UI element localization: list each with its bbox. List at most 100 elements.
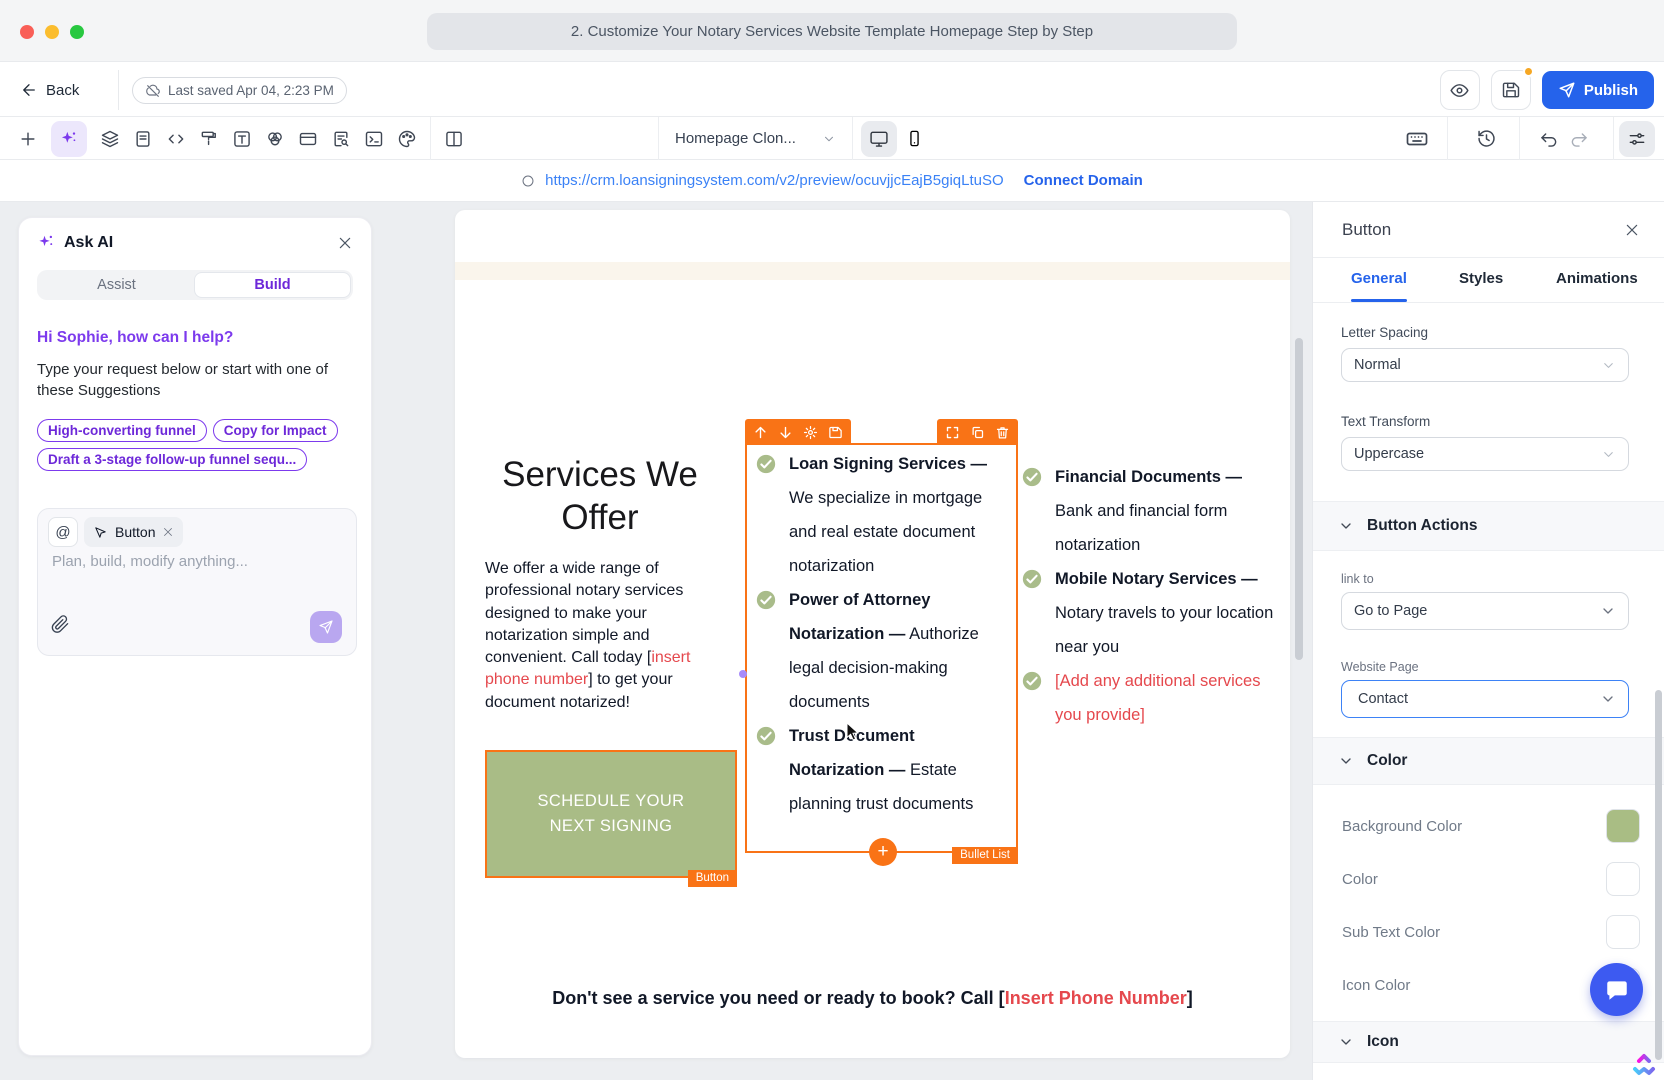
list-item[interactable]: Power of Attorney Notarization — Authori… — [755, 583, 1005, 719]
card-icon[interactable] — [298, 129, 318, 149]
services-footer-text[interactable]: Don't see a service you need or ready to… — [552, 988, 1193, 1008]
desktop-view-button[interactable] — [860, 120, 897, 157]
text-color-swatch[interactable] — [1606, 862, 1640, 896]
website-page-select[interactable]: Contact — [1341, 680, 1629, 718]
list-item[interactable]: Loan Signing Services — We specialize in… — [755, 447, 1005, 583]
close-icon[interactable] — [337, 235, 353, 251]
tab-animations[interactable]: Animations — [1556, 270, 1638, 287]
tab-styles[interactable]: Styles — [1459, 270, 1504, 287]
list-item[interactable]: [Add any additional services you provide… — [1021, 664, 1283, 732]
remove-chip-icon[interactable] — [162, 526, 174, 538]
website-canvas[interactable]: Services We Offer We offer a wide range … — [455, 210, 1290, 1058]
clickup-logo[interactable] — [1632, 1052, 1656, 1078]
letter-spacing-select[interactable]: Normal — [1341, 348, 1629, 382]
list-item-desc: We specialize in mortgage and real estat… — [789, 489, 983, 575]
redo-icon[interactable] — [1569, 129, 1589, 149]
close-panel-icon[interactable] — [1624, 222, 1640, 238]
suggestion-chip[interactable]: Draft a 3-stage follow-up funnel sequ... — [37, 448, 308, 471]
list-item[interactable]: Mobile Notary Services — Notary travels … — [1021, 562, 1283, 664]
mention-button[interactable]: @ — [48, 517, 78, 547]
send-prompt-button[interactable] — [310, 611, 342, 643]
panel-scrollbar[interactable] — [1655, 690, 1662, 1060]
link-to-select[interactable]: Go to Page — [1341, 592, 1629, 630]
save-button[interactable] — [1490, 66, 1534, 110]
bullet-list-column-2[interactable]: Financial Documents — Bank and financial… — [1021, 460, 1283, 732]
tab-assist[interactable]: Assist — [97, 277, 136, 293]
list-item[interactable]: Trust Document Notarization — Estate pla… — [755, 719, 1005, 821]
keyboard-shortcuts-icon[interactable] — [1405, 127, 1429, 151]
button-actions-section-header[interactable]: Button Actions — [1313, 501, 1664, 551]
canvas-scrollbar[interactable] — [1295, 338, 1303, 660]
sub-text-color-row: Sub Text Color — [1342, 915, 1640, 949]
tab-build[interactable]: Build — [194, 272, 351, 298]
suggestion-chip[interactable]: High-converting funnel — [37, 419, 207, 442]
move-down-icon[interactable] — [778, 425, 793, 440]
save-element-icon[interactable] — [828, 425, 843, 440]
duplicate-icon[interactable] — [970, 425, 985, 440]
close-window-button[interactable] — [20, 25, 34, 39]
move-up-icon[interactable] — [753, 425, 768, 440]
layers-icon[interactable] — [100, 129, 120, 149]
ai-input[interactable]: Plan, build, modify anything... — [52, 553, 248, 570]
connect-domain-link[interactable]: Connect Domain — [1023, 172, 1143, 189]
text-transform-label: Text Transform — [1341, 414, 1431, 429]
list-item[interactable]: Financial Documents — Bank and financial… — [1021, 460, 1283, 562]
bullet-list-element[interactable]: Loan Signing Services — We specialize in… — [745, 419, 1018, 866]
services-heading[interactable]: Services We Offer — [502, 455, 698, 537]
divider — [658, 117, 659, 160]
ai-assistant-button[interactable] — [51, 120, 87, 157]
preview-url-link[interactable]: https://crm.loansigningsystem.com/v2/pre… — [545, 172, 1004, 189]
list-item-desc: Estate planning trust documents — [789, 761, 974, 813]
text-transform-select[interactable]: Uppercase — [1341, 437, 1629, 471]
settings-panel-button[interactable] — [1619, 120, 1655, 157]
code-icon[interactable] — [166, 129, 186, 149]
element-settings-icon[interactable] — [803, 425, 818, 440]
publish-button[interactable]: Publish — [1541, 71, 1654, 109]
sliders-icon — [1629, 132, 1645, 145]
expand-icon[interactable] — [945, 425, 960, 440]
paint-icon[interactable] — [199, 129, 219, 149]
theme-palette-icon[interactable] — [397, 129, 417, 149]
blend-colors-icon[interactable] — [265, 129, 285, 149]
mobile-view-button[interactable] — [897, 121, 933, 157]
undo-icon[interactable] — [1539, 129, 1559, 149]
delete-icon[interactable] — [995, 425, 1010, 440]
ai-prompt-input-card[interactable]: @ Button Plan, build, modify anything... — [37, 508, 357, 656]
suggestion-chip[interactable]: Copy for Impact — [212, 419, 338, 442]
sub-text-color-swatch[interactable] — [1606, 915, 1640, 949]
live-chat-button[interactable] — [1590, 963, 1643, 1016]
tab-general[interactable]: General — [1351, 270, 1407, 287]
add-element-icon[interactable] — [18, 129, 38, 149]
divider — [1447, 117, 1448, 160]
attach-file-icon[interactable] — [51, 615, 70, 634]
link-to-label: link to — [1341, 572, 1374, 586]
divider — [1613, 117, 1614, 160]
background-color-swatch[interactable] — [1606, 809, 1640, 843]
maximize-window-button[interactable] — [70, 25, 84, 39]
version-history-icon[interactable] — [1476, 128, 1497, 149]
icon-section-header[interactable]: Icon — [1313, 1021, 1664, 1063]
back-button[interactable]: Back — [20, 76, 79, 104]
list-item-title: Loan Signing Services — — [789, 455, 988, 473]
seo-audit-icon[interactable] — [331, 129, 351, 149]
terminal-icon[interactable] — [364, 129, 384, 149]
monitor-icon — [870, 131, 888, 147]
check-circle-icon — [756, 590, 776, 610]
at-sign-icon: @ — [55, 523, 71, 541]
context-chip-button[interactable]: Button — [84, 517, 184, 547]
panels-icon[interactable] — [444, 129, 464, 149]
page-selector-dropdown[interactable]: Homepage Clon... — [659, 130, 852, 147]
typography-icon[interactable] — [232, 129, 252, 149]
preview-url-bar: https://crm.loansigningsystem.com/v2/pre… — [0, 160, 1664, 202]
cta-button[interactable]: SCHEDULE YOUR NEXT SIGNING Button — [485, 750, 737, 887]
add-element-below-button[interactable]: + — [869, 838, 897, 866]
eye-icon — [1450, 83, 1469, 97]
minimize-window-button[interactable] — [45, 25, 59, 39]
sparkles-icon — [61, 131, 76, 143]
last-saved-badge: Last saved Apr 04, 2:23 PM — [132, 77, 347, 104]
services-intro-paragraph[interactable]: We offer a wide range of professional no… — [485, 560, 691, 711]
preview-button[interactable] — [1439, 70, 1480, 110]
divider — [430, 117, 431, 160]
color-section-header[interactable]: Color — [1313, 737, 1664, 785]
sections-icon[interactable] — [133, 129, 153, 149]
